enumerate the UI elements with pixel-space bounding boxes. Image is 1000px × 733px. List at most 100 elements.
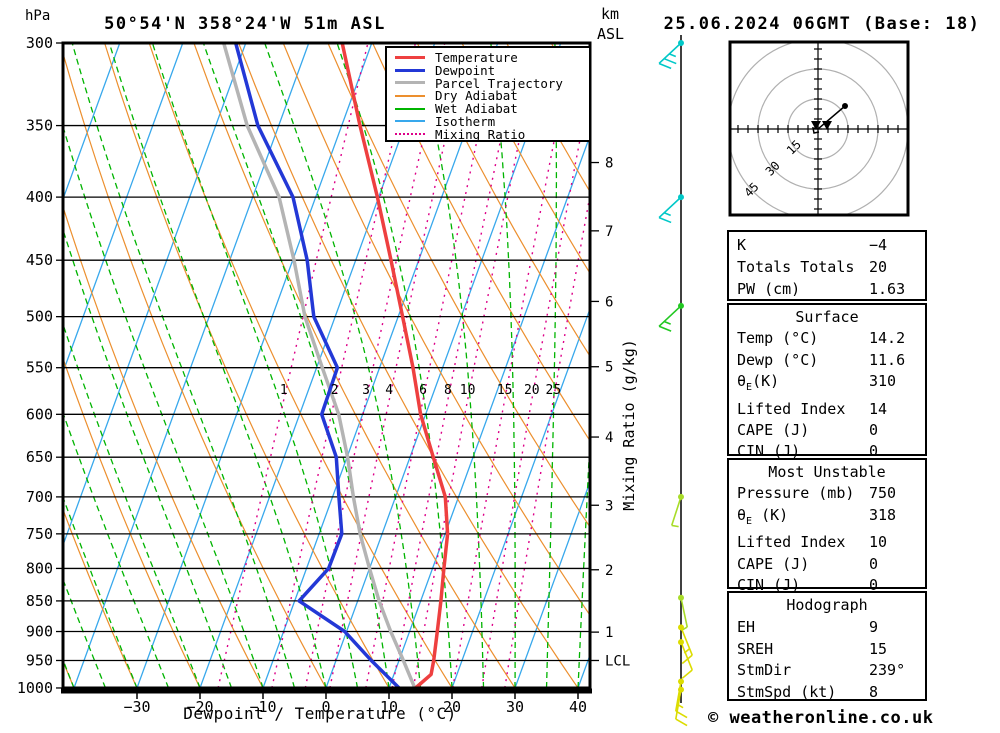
wet-adiabat-line [108,43,327,688]
wind-barb [670,493,684,528]
km-tick-label: 2 [605,563,613,579]
panel-label: Dewp (°C) [737,350,819,369]
panel-row: EH 9 [729,617,925,639]
pressure-tick-label: 300 [26,34,53,52]
wind-barb-feather [668,53,677,58]
panel-value: 0 [869,421,879,440]
pressure-axis-labels: 300 350 400 450 500 550 600 650 700 750 800 850 900 9… [17,34,63,697]
wind-barb-stem [658,196,682,219]
wind-barb-stem [658,305,682,327]
panel-label: SREH [737,639,774,658]
wind-barb-station-dot [678,639,684,646]
wind-barb-feather [663,320,671,325]
panel-label: PW (cm) [737,280,801,298]
panel-title: Surface [795,308,859,326]
isotherm-line [136,43,373,688]
wind-barb-feather [658,62,672,70]
temperature-tick-label: 40 [569,698,587,716]
wind-barb-station-dot [678,624,684,631]
panel-row: CIN (J) 0 [729,575,925,596]
wind-barb-feather [671,524,679,528]
panel-title: Most Unstable [768,463,886,481]
panel-label: Lifted Index [737,533,846,552]
legend-swatch [395,68,425,72]
wind-barb-station-dot [678,194,684,201]
isotherm-line [325,43,562,688]
mixing-ratio-label: 20 [524,383,540,398]
panel-row: θE (K) 318 [729,505,925,532]
legend-label: Dry Adiabat [435,88,518,104]
panel-value: 310 [869,372,897,391]
panel-label: Pressure (mb) [737,484,855,503]
hodograph-border [728,40,910,217]
wind-barb-feather [681,669,693,679]
wind-barb-station-dot [678,594,684,601]
temperature-tick-label: −20 [186,698,213,716]
isotherm-line [199,43,436,688]
wet-adiabat-line [641,43,696,688]
panel-label: CIN (J) [737,576,801,595]
pressure-tick-label: 1000 [17,679,53,697]
wind-barb-feather [658,325,672,332]
legend-item: Wet Adiabat [395,101,589,116]
wet-adiabat-line [151,43,359,688]
wind-barb-station-dot [678,40,684,46]
legend-swatch [395,94,425,97]
wet-adiabat-line [63,227,233,688]
wet-adiabat-line [63,495,138,688]
wind-barb-stem [680,627,693,656]
km-tick-label: 6 [605,294,613,310]
panel-row: Lifted Index 10 [729,532,925,553]
temperature-curve [340,43,450,690]
mixing-ratio-axis-label: Mixing Ratio (g/kg) [620,339,638,511]
panel-value: 8 [869,683,879,702]
panel-title: Hodograph [786,596,868,614]
mixing-ratio-line [412,43,540,688]
km-tick-label: LCL [605,653,630,669]
pressure-tick-label: 600 [26,405,53,423]
wind-barb-station-dot [678,678,684,685]
wet-adiabat-line [63,322,201,688]
panel-label: θE (K) [737,505,789,527]
wind-barb-stem [658,42,682,65]
wind-barb-stem [680,641,693,671]
wet-adiabat-line [63,577,107,688]
mixing-ratio-line [452,43,575,688]
mixing-ratio-label: 3 [362,383,370,398]
panel-label: StmDir [737,661,792,680]
pressure-tick-label: 650 [26,448,53,466]
mixing-ratio-labels: 1 2 3 4 6 8 10 15 20 25 [280,383,561,398]
wind-barb-column [658,35,693,727]
legend-item: Temperature [395,50,589,65]
legend-swatch [395,81,425,85]
temperature-axis-labels: −30 −20 −10 0 10 20 30 40 [123,693,587,716]
chart-datetime: 25.06.2024 06GMT (Base: 18) [664,14,981,34]
mixing-ratio-label: 25 [546,383,562,398]
panel-value: 14.2 [869,329,906,348]
storm-motion-marker [811,121,821,130]
legend-label: Isotherm [435,113,496,129]
km-tick-label: 1 [605,625,613,641]
legend-item: Isotherm [395,113,589,129]
panel-value: 10 [869,533,888,552]
mixing-ratio-label: 15 [497,383,513,398]
pressure-tick-label: 450 [26,251,53,269]
isotherm-line [388,133,590,688]
legend-item: Parcel Trajectory [395,76,589,91]
isotherm-line [63,43,121,201]
panel-row: Temp (°C) 14.2 [729,328,925,349]
panel-row: Pressure (mb) 750 [729,483,925,504]
wind-barb-station-dot [678,302,684,309]
temperature-tick-label: 10 [380,698,398,716]
wind-barb-stem [675,681,682,712]
copyright: © weatheronline.co.uk [708,708,933,728]
sounding-curves [221,43,450,690]
temperature-tick-label: 30 [506,698,524,716]
mixing-ratio-label: 2 [331,383,339,398]
temperature-tick-label: −30 [123,698,150,716]
altitude-unit-km: km [601,5,619,23]
wind-barb [675,686,688,727]
panel-value: 750 [869,484,897,503]
plot-border-rect [61,41,592,690]
